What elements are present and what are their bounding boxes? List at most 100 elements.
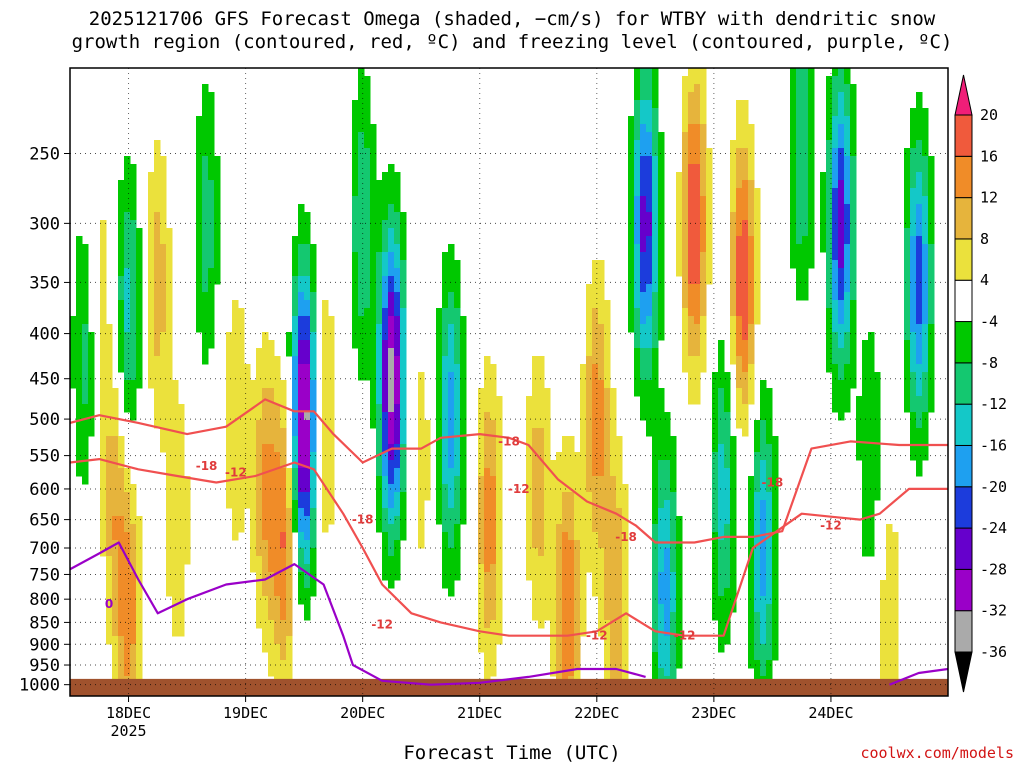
omega-cell	[454, 316, 461, 325]
omega-cell	[760, 588, 767, 597]
omega-cell	[100, 428, 107, 437]
omega-cell	[808, 76, 815, 85]
omega-cell	[394, 244, 401, 253]
omega-cell	[856, 396, 863, 405]
omega-cell	[628, 132, 635, 141]
omega-cell	[100, 292, 107, 301]
omega-cell	[310, 356, 317, 365]
omega-cell	[676, 252, 683, 261]
omega-cell	[616, 500, 623, 509]
omega-cell	[844, 380, 851, 389]
omega-cell	[154, 372, 161, 381]
omega-cell	[550, 628, 557, 637]
omega-cell	[652, 652, 659, 661]
omega-cell	[484, 620, 491, 629]
omega-cell	[634, 116, 641, 125]
omega-cell	[178, 444, 185, 453]
omega-cell	[832, 268, 839, 277]
omega-cell	[358, 84, 365, 93]
omega-cell	[436, 460, 443, 469]
omega-cell	[262, 500, 269, 509]
omega-cell	[370, 196, 377, 205]
omega-cell	[370, 396, 377, 405]
omega-cell	[832, 236, 839, 245]
omega-cell	[868, 444, 875, 453]
omega-cell	[196, 212, 203, 221]
omega-cell	[310, 588, 317, 597]
omega-cell	[916, 108, 923, 117]
omega-cell	[694, 284, 701, 293]
omega-cell	[718, 636, 725, 645]
omega-cell	[694, 164, 701, 173]
omega-cell	[232, 412, 239, 421]
omega-cell	[148, 220, 155, 229]
omega-cell	[526, 436, 533, 445]
omega-cell	[88, 372, 95, 381]
omega-cell	[160, 260, 167, 269]
omega-cell	[574, 644, 581, 653]
omega-cell	[394, 188, 401, 197]
omega-cell	[382, 356, 389, 365]
omega-cell	[736, 276, 743, 285]
omega-cell	[172, 460, 179, 469]
omega-cell	[820, 196, 827, 205]
omega-cell	[724, 540, 731, 549]
omega-cell	[262, 412, 269, 421]
omega-cell	[832, 100, 839, 109]
omega-cell	[724, 428, 731, 437]
omega-cell	[394, 484, 401, 493]
omega-cell	[586, 476, 593, 485]
colorbar-label: -16	[980, 436, 1007, 454]
omega-cell	[442, 300, 449, 309]
omega-cell	[610, 564, 617, 573]
omega-cell	[394, 332, 401, 341]
omega-cell	[322, 348, 329, 357]
omega-cell	[844, 316, 851, 325]
omega-cell	[256, 572, 263, 581]
omega-cell	[172, 436, 179, 445]
omega-cell	[202, 132, 209, 141]
omega-cell	[106, 476, 113, 485]
omega-cell	[448, 324, 455, 333]
omega-cell	[484, 444, 491, 453]
omega-cell	[484, 356, 491, 365]
omega-cell	[646, 380, 653, 389]
omega-cell	[910, 236, 917, 245]
omega-cell	[610, 628, 617, 637]
omega-cell	[136, 308, 143, 317]
omega-cell	[730, 548, 737, 557]
omega-cell	[400, 412, 407, 421]
omega-cell	[178, 524, 185, 533]
omega-cell	[124, 316, 131, 325]
omega-cell	[118, 596, 125, 605]
omega-cell	[418, 492, 425, 501]
omega-cell	[370, 244, 377, 253]
omega-cell	[616, 588, 623, 597]
omega-cell	[916, 388, 923, 397]
omega-cell	[208, 108, 215, 117]
omega-cell	[844, 204, 851, 213]
omega-cell	[658, 588, 665, 597]
omega-cell	[382, 364, 389, 373]
omega-cell	[868, 524, 875, 533]
omega-cell	[694, 236, 701, 245]
omega-cell	[448, 540, 455, 549]
terrain-fill	[70, 678, 948, 696]
omega-cell	[664, 460, 671, 469]
omega-cell	[454, 564, 461, 573]
omega-cell	[748, 324, 755, 333]
omega-cell	[610, 436, 617, 445]
omega-cell	[664, 420, 671, 429]
omega-cell	[844, 220, 851, 229]
omega-cell	[910, 252, 917, 261]
omega-cell	[454, 292, 461, 301]
omega-cell	[598, 268, 605, 277]
omega-cell	[166, 236, 173, 245]
omega-cell	[772, 572, 779, 581]
omega-cell	[130, 396, 137, 405]
omega-cell	[442, 524, 449, 533]
omega-cell	[580, 516, 587, 525]
omega-cell	[358, 148, 365, 157]
omega-cell	[262, 484, 269, 493]
omega-cell	[178, 460, 185, 469]
